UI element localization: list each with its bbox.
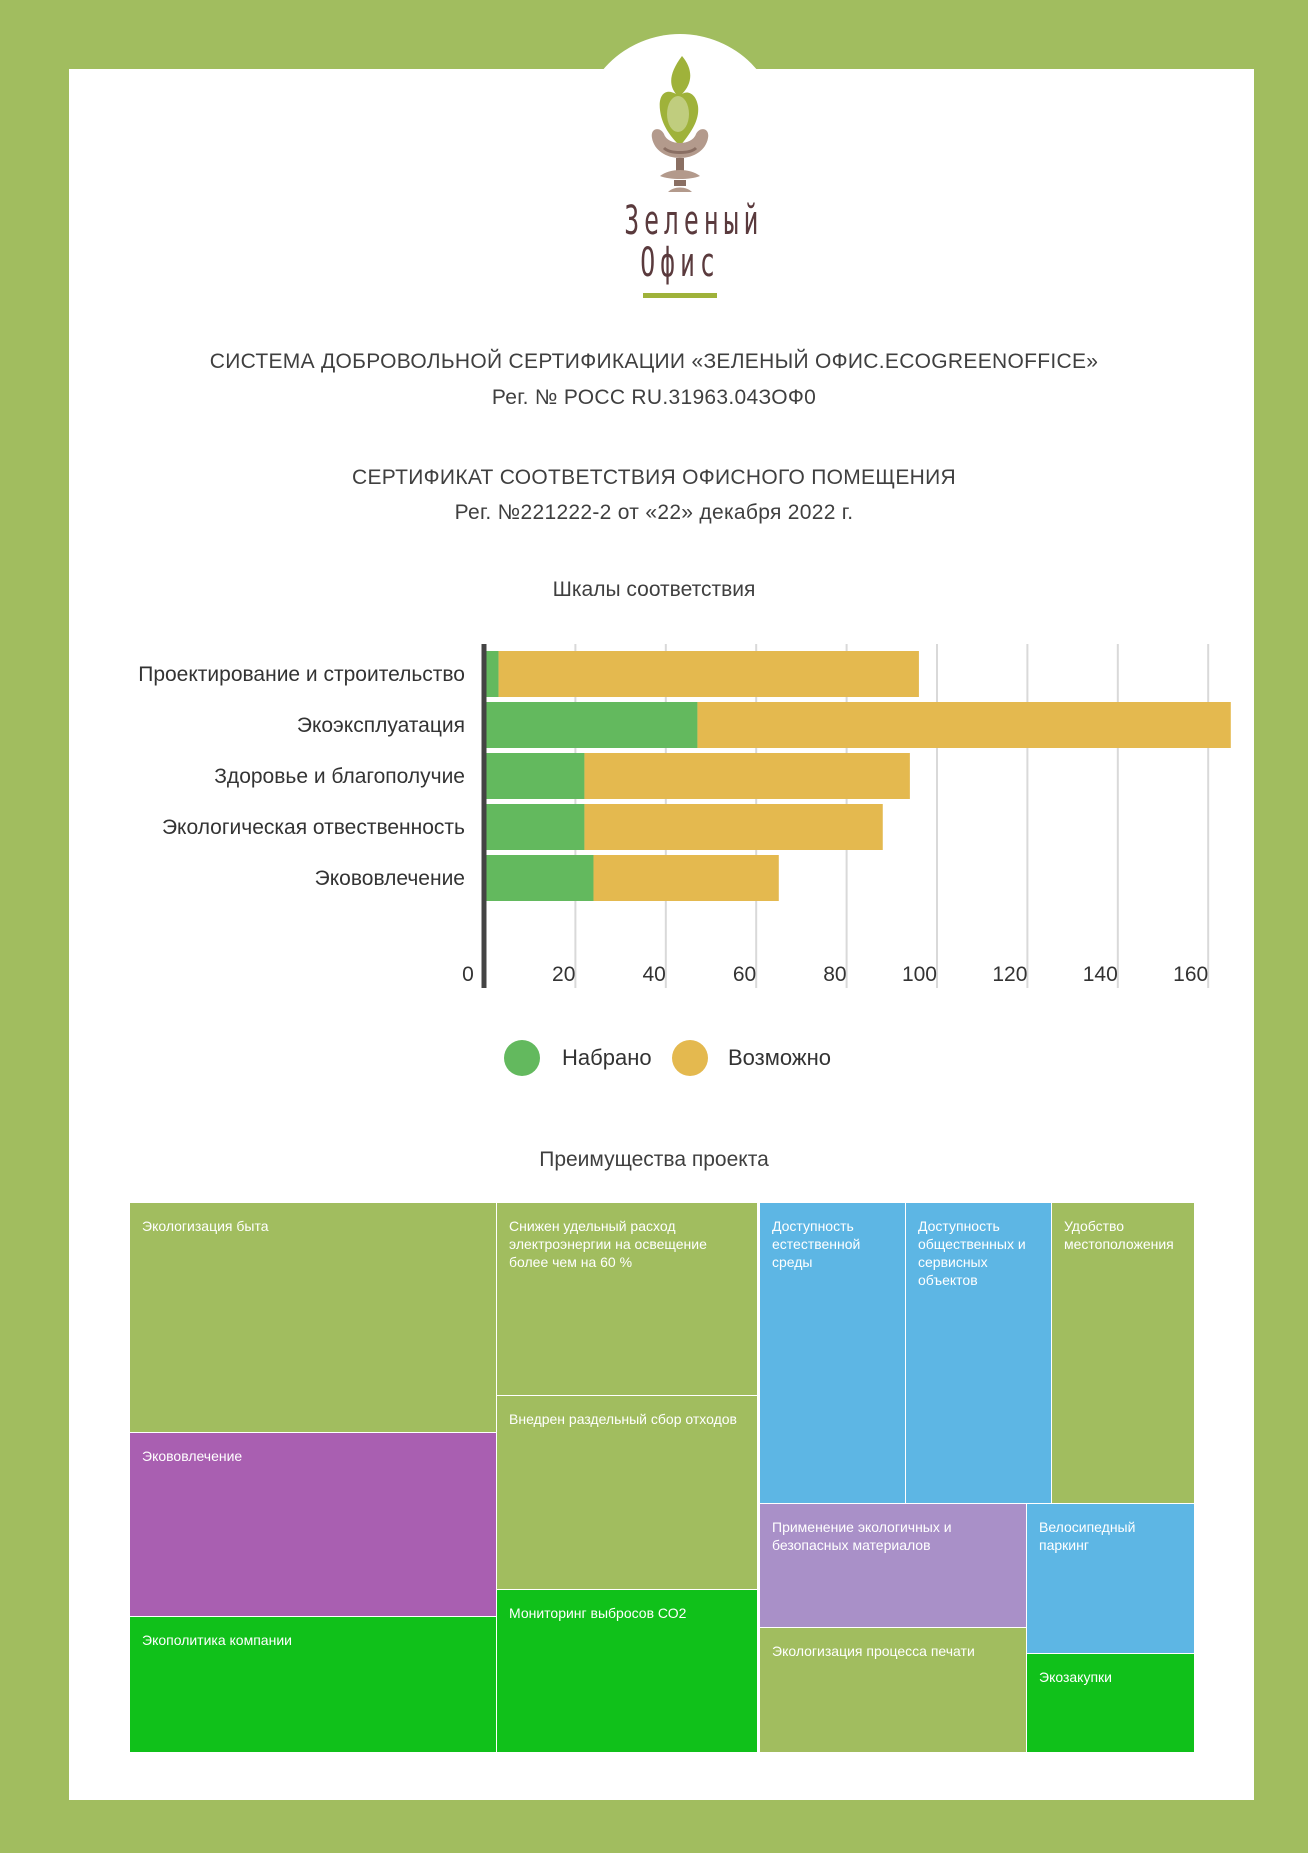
compliance-bar-chart: Проектирование и строительство Экоэксплуа…	[138, 644, 1231, 988]
category-label: Проектирование и строительство	[138, 663, 465, 686]
category-label: Экологическая отвественность	[162, 816, 465, 839]
certificate-title: СЕРТИФИКАТ СООТВЕТСТВИЯ ОФИСНОГО ПОМЕЩЕН…	[352, 466, 956, 489]
bar-segment	[485, 702, 698, 748]
bar-segment	[485, 753, 585, 799]
benefit-tile: Экологизация процесса печати	[760, 1628, 1027, 1753]
legend-dot-scored	[504, 1040, 540, 1076]
benefits-treemap: Экологизация быта Экововлечение Экополит…	[130, 1203, 1195, 1753]
benefit-tile: Экозакупки	[1027, 1654, 1195, 1753]
x-tick-label: 140	[1083, 963, 1118, 986]
benefit-tile: Доступность естественной среды	[760, 1203, 906, 1504]
x-tick-label: 160	[1173, 963, 1208, 986]
x-tick-label: 60	[733, 963, 756, 986]
bar-segment	[697, 702, 1231, 748]
bar-segment	[485, 804, 585, 850]
bar-segment	[485, 651, 499, 697]
legend-label-possible: Возможно	[728, 1045, 831, 1070]
bar-segment	[498, 651, 919, 697]
category-label: Экововлечение	[315, 867, 465, 890]
x-tick-label: 80	[823, 963, 846, 986]
benefit-tile: Экологизация быта	[130, 1203, 497, 1433]
x-tick-label: 0	[462, 963, 474, 986]
chart-legend: Набрано Возможно	[504, 1040, 864, 1080]
benefit-tile: Мониторинг выбросов СО2	[497, 1590, 758, 1753]
certification-system-title: СИСТЕМА ДОБРОВОЛЬНОЙ СЕРТИФИКАЦИИ «ЗЕЛЕН…	[209, 350, 1099, 373]
x-tick-label: 40	[642, 963, 665, 986]
logo-text-line1: Зеленый	[624, 198, 764, 244]
certification-system-reg: Рег. № РОСС RU.31963.04ЗОФ0	[491, 386, 817, 409]
certificate-reg: Рег. №221222-2 от «22» декабря 2022 г.	[454, 501, 854, 524]
benefit-tile: Внедрен раздельный сбор отходов	[497, 1396, 758, 1590]
x-tick-label: 20	[552, 963, 575, 986]
bar-segment	[584, 753, 910, 799]
category-label: Экоэксплуатация	[297, 714, 465, 737]
benefit-tile: Велосипедный паркинг	[1027, 1504, 1195, 1654]
logo-underline	[643, 293, 717, 298]
logo-emblem-icon	[651, 56, 709, 192]
category-label: Здоровье и благополучие	[214, 765, 465, 788]
benefit-tile: Экополитика компании	[130, 1617, 497, 1753]
chart-title: Шкалы соответствия	[552, 578, 756, 601]
benefit-tile: Экововлечение	[130, 1433, 497, 1617]
bar-segment	[485, 855, 594, 901]
logo-text-line2: Офис	[640, 240, 720, 286]
legend-dot-possible	[672, 1040, 708, 1076]
bar-segment	[593, 855, 779, 901]
benefits-title: Преимущества проекта	[539, 1148, 769, 1171]
x-tick-label: 120	[992, 963, 1027, 986]
x-tick-label: 100	[902, 963, 937, 986]
benefit-tile: Применение экологичных и безопасных мате…	[760, 1504, 1027, 1628]
legend-label-scored: Набрано	[562, 1045, 652, 1070]
benefit-tile: Доступность общественных и сервисных объ…	[906, 1203, 1052, 1504]
benefit-tile: Удобство местоположения	[1052, 1203, 1195, 1504]
bar-segment	[584, 804, 883, 850]
benefit-tile: Снижен удельный расход электроэнергии на…	[497, 1203, 758, 1396]
